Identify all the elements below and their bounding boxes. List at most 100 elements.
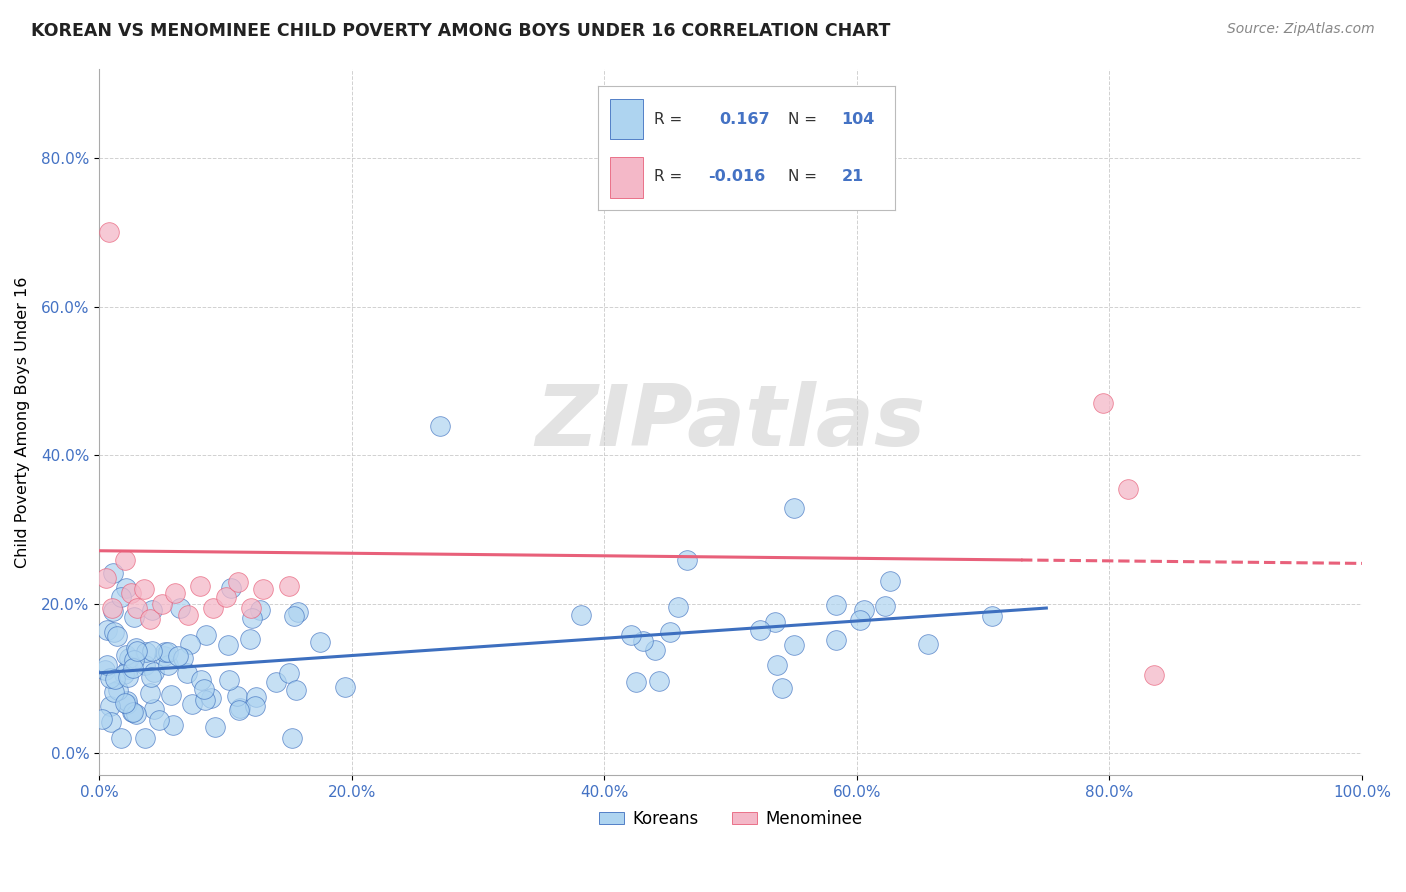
Point bbox=[125, 640, 148, 655]
Point bbox=[93, 663, 115, 677]
Point bbox=[103, 685, 125, 699]
Point bbox=[195, 628, 218, 642]
Point bbox=[100, 715, 122, 730]
Point bbox=[156, 657, 179, 672]
Point bbox=[122, 705, 145, 719]
Point bbox=[201, 601, 224, 615]
Point bbox=[281, 731, 304, 746]
Y-axis label: Child Poverty Among Boys Under 16: Child Poverty Among Boys Under 16 bbox=[15, 277, 30, 567]
Point bbox=[165, 586, 187, 600]
Point bbox=[620, 628, 643, 642]
Point bbox=[243, 698, 266, 713]
Point bbox=[125, 707, 148, 722]
Text: KOREAN VS MENOMINEE CHILD POVERTY AMONG BOYS UNDER 16 CORRELATION CHART: KOREAN VS MENOMINEE CHILD POVERTY AMONG … bbox=[31, 22, 890, 40]
Point bbox=[153, 645, 176, 659]
Point bbox=[748, 623, 770, 637]
Point bbox=[101, 566, 124, 581]
Point bbox=[245, 690, 267, 705]
Point bbox=[104, 672, 127, 686]
Point bbox=[98, 225, 121, 239]
Point bbox=[141, 603, 163, 617]
Point bbox=[179, 637, 201, 651]
Point bbox=[117, 662, 139, 676]
Point bbox=[873, 599, 896, 614]
Point bbox=[193, 681, 215, 696]
Point bbox=[1092, 396, 1115, 410]
Point bbox=[107, 682, 129, 697]
Point bbox=[148, 713, 170, 727]
Point bbox=[135, 645, 157, 659]
Point bbox=[121, 705, 143, 719]
Point bbox=[115, 694, 138, 708]
Point bbox=[770, 681, 793, 695]
Point bbox=[229, 701, 252, 715]
Point bbox=[118, 650, 141, 665]
Point bbox=[676, 553, 699, 567]
Point bbox=[190, 673, 212, 688]
Point bbox=[214, 590, 236, 604]
Text: Source: ZipAtlas.com: Source: ZipAtlas.com bbox=[1227, 22, 1375, 37]
Point bbox=[194, 693, 217, 707]
Point bbox=[153, 648, 176, 663]
Point bbox=[666, 599, 689, 614]
Point bbox=[228, 703, 250, 717]
Point bbox=[110, 590, 132, 604]
Point bbox=[239, 632, 262, 646]
Point bbox=[853, 603, 876, 617]
Point bbox=[278, 665, 301, 680]
Point bbox=[120, 586, 142, 600]
Point bbox=[249, 603, 271, 617]
Point bbox=[177, 608, 200, 623]
Point bbox=[287, 605, 309, 619]
Point bbox=[284, 683, 307, 698]
Point bbox=[783, 500, 806, 515]
Point bbox=[1143, 668, 1166, 682]
Point bbox=[152, 597, 174, 611]
Point bbox=[218, 673, 240, 688]
Point bbox=[122, 653, 145, 667]
Point bbox=[103, 624, 125, 639]
Legend: Koreans, Menominee: Koreans, Menominee bbox=[592, 803, 869, 834]
Point bbox=[825, 598, 848, 612]
Point bbox=[763, 615, 786, 629]
Point bbox=[127, 601, 149, 615]
Point bbox=[134, 657, 156, 672]
Point bbox=[121, 661, 143, 675]
Point bbox=[96, 657, 118, 672]
Point bbox=[139, 612, 162, 626]
Point bbox=[783, 638, 806, 652]
Point bbox=[134, 731, 156, 746]
Point bbox=[217, 638, 239, 652]
Point bbox=[849, 613, 872, 627]
Point bbox=[176, 665, 198, 680]
Point bbox=[239, 601, 262, 615]
Point bbox=[103, 604, 125, 618]
Point bbox=[647, 673, 669, 688]
Point bbox=[156, 645, 179, 659]
Point bbox=[429, 418, 451, 433]
Point bbox=[101, 601, 124, 615]
Point bbox=[122, 610, 145, 624]
Point bbox=[659, 625, 682, 640]
Point bbox=[125, 643, 148, 657]
Point bbox=[333, 681, 356, 695]
Point bbox=[139, 686, 162, 700]
Point bbox=[283, 608, 305, 623]
Point bbox=[91, 713, 114, 727]
Point bbox=[825, 633, 848, 648]
Point bbox=[181, 697, 204, 711]
Point bbox=[240, 611, 263, 625]
Point bbox=[226, 690, 249, 704]
Point bbox=[160, 689, 183, 703]
Point bbox=[1118, 482, 1140, 496]
Point bbox=[96, 624, 118, 638]
Point bbox=[114, 696, 136, 710]
Point bbox=[981, 608, 1004, 623]
Point bbox=[114, 552, 136, 566]
Text: ZIPatlas: ZIPatlas bbox=[536, 381, 925, 464]
Point bbox=[172, 651, 194, 665]
Point bbox=[162, 717, 184, 731]
Point bbox=[644, 642, 666, 657]
Point bbox=[569, 608, 592, 623]
Point bbox=[917, 637, 939, 651]
